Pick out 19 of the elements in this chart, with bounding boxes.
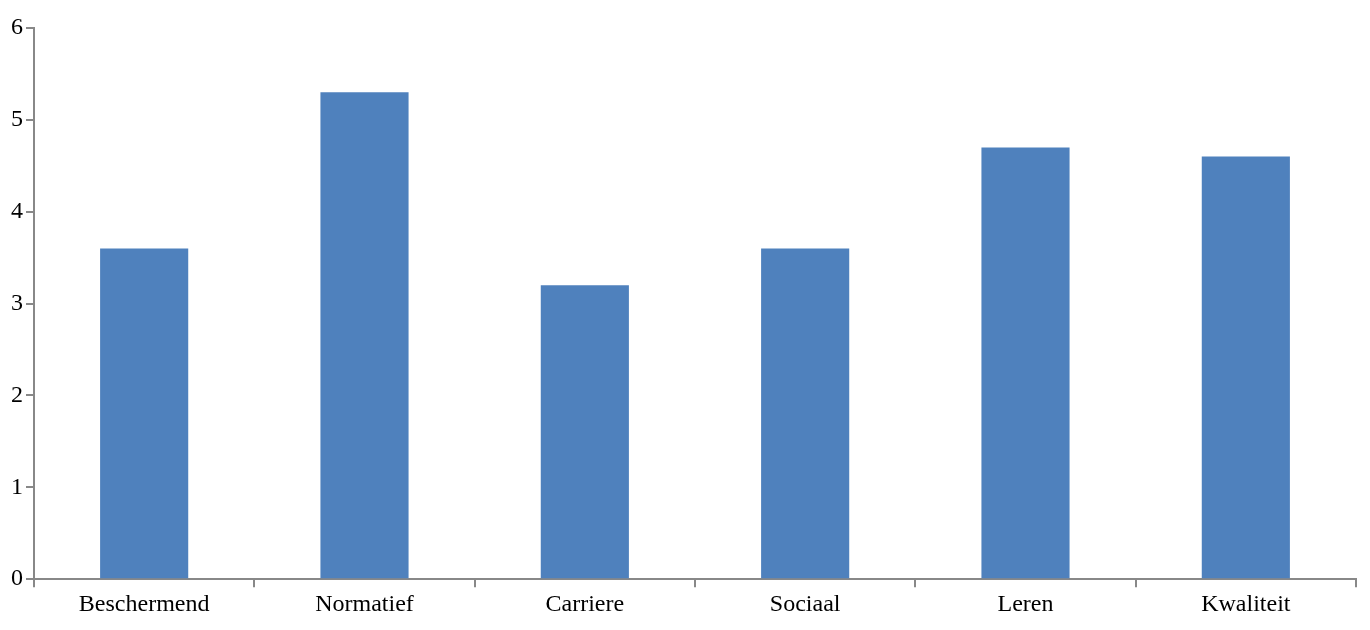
- bar: [540, 285, 629, 579]
- x-tick-label: Sociaal: [769, 589, 841, 616]
- x-tick-label: Beschermend: [78, 589, 210, 616]
- y-tick-label: 4: [11, 197, 23, 224]
- x-tick-label: Kwaliteit: [1201, 589, 1291, 616]
- bar: [320, 92, 409, 579]
- x-tick-label: Carriere: [545, 589, 625, 616]
- y-tick-label: 0: [11, 564, 23, 591]
- y-tick-label: 1: [11, 472, 23, 499]
- bar: [100, 248, 189, 579]
- y-tick-label: 2: [11, 380, 23, 407]
- x-tick-label: Leren: [997, 589, 1054, 616]
- y-tick-label: 5: [11, 105, 23, 132]
- bar: [761, 248, 850, 579]
- y-tick-label: 6: [11, 13, 23, 40]
- x-tick-label: Normatief: [315, 589, 414, 616]
- y-tick-label: 3: [11, 288, 23, 315]
- bar: [981, 147, 1070, 579]
- bar: [1201, 156, 1290, 579]
